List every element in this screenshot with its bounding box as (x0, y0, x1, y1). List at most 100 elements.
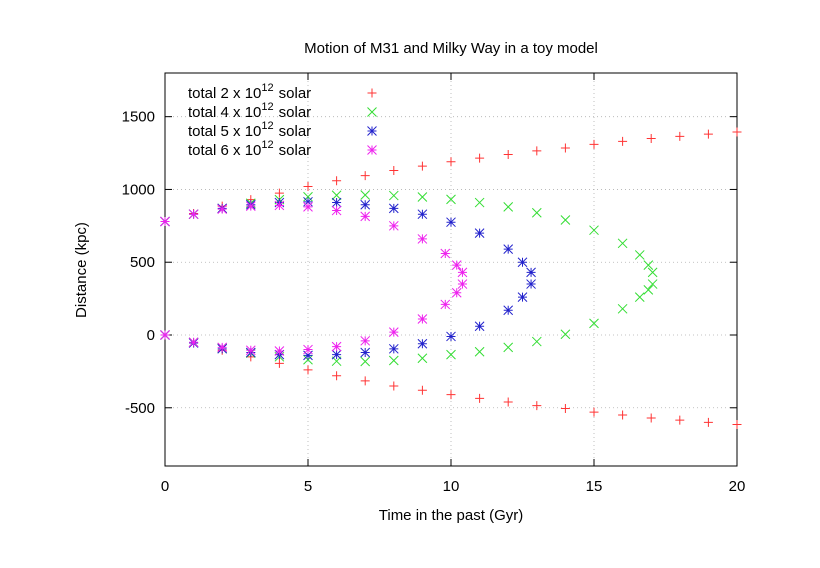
data-point (360, 376, 370, 386)
data-point (503, 397, 513, 407)
data-point (643, 285, 654, 295)
data-point (417, 209, 428, 220)
data-point (475, 153, 485, 163)
legend-marker (367, 145, 377, 155)
data-point (274, 346, 285, 356)
legend-suffix: solar (279, 85, 312, 102)
data-point (503, 202, 514, 212)
data-point (388, 327, 399, 337)
data-point (417, 338, 428, 349)
data-point (245, 201, 256, 212)
data-point (331, 197, 342, 208)
data-point (560, 329, 571, 340)
y-tick-label: 1500 (122, 109, 155, 126)
data-point (160, 330, 170, 340)
legend-suffix: solar (279, 123, 312, 140)
x-tick-label: 15 (586, 478, 603, 495)
data-point (617, 303, 628, 314)
data-point (647, 267, 658, 278)
y-tick-label: 500 (130, 254, 155, 271)
chart-title: Motion of M31 and Milky Way in a toy mod… (304, 40, 598, 57)
x-tick-label: 0 (161, 478, 169, 495)
legend-marker (367, 126, 377, 136)
data-point (417, 314, 428, 324)
data-point (332, 371, 342, 381)
data-point (560, 215, 571, 225)
data-point (589, 318, 599, 329)
data-point (274, 200, 285, 211)
data-point (440, 248, 451, 259)
data-point (532, 401, 542, 411)
data-point (303, 196, 313, 207)
data-point (618, 136, 628, 146)
data-point (589, 407, 599, 417)
data-point (560, 143, 570, 153)
data-point (732, 420, 742, 430)
data-point (388, 203, 399, 214)
data-point (417, 385, 427, 395)
legend-label: total 2 x 1012 solar (188, 82, 311, 102)
data-point (389, 166, 399, 176)
data-point (532, 146, 542, 156)
data-point (274, 188, 284, 198)
data-point (303, 344, 313, 355)
data-point (634, 292, 645, 303)
data-point (457, 279, 468, 289)
y-tick-label: 1000 (122, 181, 155, 198)
data-point (446, 390, 456, 400)
data-point (245, 345, 256, 356)
data-point (589, 225, 599, 236)
data-point (446, 194, 456, 205)
data-point (643, 260, 654, 270)
data-point (188, 337, 199, 348)
x-tick-label: 5 (304, 478, 312, 495)
data-point (274, 358, 284, 368)
data-point (388, 190, 399, 201)
legend-text: total 6 x 10 (188, 142, 261, 159)
data-point (417, 192, 428, 202)
data-point (646, 413, 656, 423)
data-point (217, 342, 228, 353)
data-point (517, 257, 528, 268)
legend-marker (367, 107, 377, 117)
x-tick-label: 20 (729, 478, 746, 495)
data-point (217, 204, 228, 214)
data-point (474, 228, 485, 238)
x-tick-label: 10 (443, 478, 460, 495)
legend-text: total 5 x 10 (188, 123, 261, 140)
data-point (675, 415, 685, 425)
data-point (503, 342, 514, 353)
data-point (417, 234, 428, 244)
legend-marker (367, 88, 377, 98)
plot-frame (164, 72, 738, 467)
legend-suffix: solar (279, 104, 312, 121)
legend-exponent: 12 (261, 139, 273, 151)
data-point (474, 197, 485, 208)
data-point (360, 211, 371, 222)
data-point (451, 260, 462, 270)
data-point (531, 207, 542, 218)
data-point (703, 417, 713, 427)
data-point (360, 356, 371, 367)
data-point (647, 279, 658, 289)
data-point (440, 299, 451, 310)
data-point (474, 321, 485, 332)
legend-text: total 2 x 10 (188, 85, 261, 102)
data-point (417, 353, 428, 364)
data-point (417, 161, 427, 171)
data-point (388, 355, 399, 366)
y-tick-label: 0 (147, 327, 155, 344)
legend-exponent: 12 (261, 82, 273, 94)
data-point (446, 349, 456, 360)
data-point (646, 134, 656, 143)
data-point (331, 190, 342, 201)
data-point (560, 404, 570, 414)
legend-exponent: 12 (261, 120, 273, 132)
data-point (446, 217, 456, 228)
x-axis-label: Time in the past (Gyr) (379, 507, 523, 524)
data-point (531, 336, 542, 347)
data-point (332, 176, 342, 186)
legend-label: total 4 x 1012 solar (188, 101, 311, 121)
